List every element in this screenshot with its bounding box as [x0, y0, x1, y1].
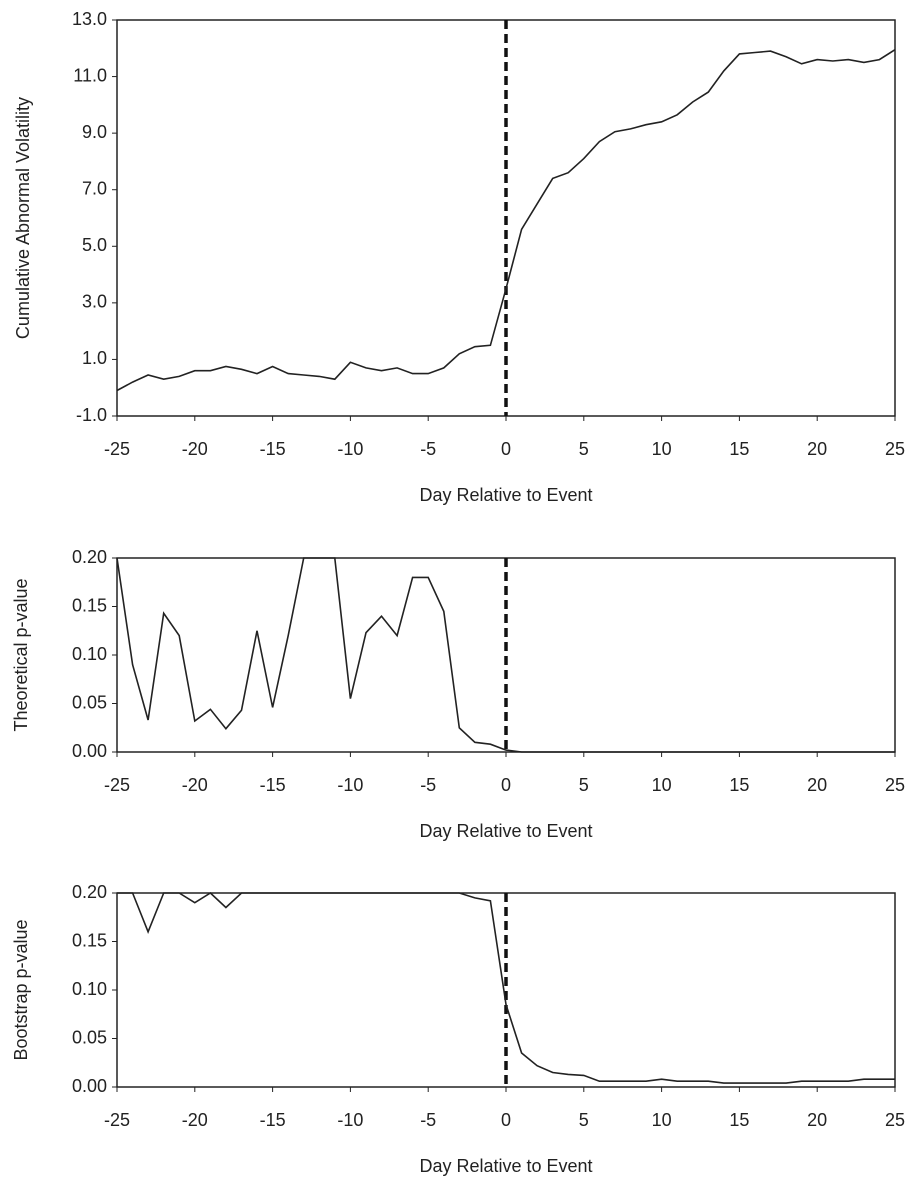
- x-tick-label: 10: [652, 775, 672, 795]
- x-tick-label: -10: [337, 1110, 363, 1130]
- x-tick-label: -25: [104, 439, 130, 459]
- x-tick-label: -20: [182, 1110, 208, 1130]
- x-tick-label: 25: [885, 1110, 905, 1130]
- x-tick-label: 20: [807, 1110, 827, 1130]
- y-tick-label: 11.0: [73, 65, 107, 85]
- y-axis-label: Cumulative Abnormal Volatility: [13, 97, 33, 339]
- x-tick-label: 5: [579, 439, 589, 459]
- x-tick-label: 0: [501, 439, 511, 459]
- x-tick-label: 25: [885, 775, 905, 795]
- x-tick-label: -10: [337, 439, 363, 459]
- data-line: [116, 557, 895, 753]
- y-tick-label: 0.15: [72, 930, 107, 950]
- y-tick-label: 0.15: [72, 595, 107, 615]
- y-tick-label: 7.0: [82, 178, 107, 198]
- y-tick-label: 3.0: [82, 292, 107, 312]
- x-tick-label: -20: [182, 439, 208, 459]
- x-tick-label: -5: [420, 775, 436, 795]
- x-tick-label: 25: [885, 439, 905, 459]
- y-tick-label: 9.0: [82, 122, 107, 142]
- x-tick-label: -10: [337, 775, 363, 795]
- x-tick-label: 10: [652, 1110, 672, 1130]
- y-axis-label: Bootstrap p-value: [11, 919, 31, 1060]
- x-tick-label: -15: [260, 1110, 286, 1130]
- x-tick-label: 0: [501, 775, 511, 795]
- x-tick-label: -5: [420, 439, 436, 459]
- data-line: [117, 891, 895, 1084]
- x-tick-label: -20: [182, 775, 208, 795]
- x-tick-label: -15: [260, 775, 286, 795]
- y-tick-label: 13.0: [72, 9, 107, 29]
- y-axis-label: Theoretical p-value: [11, 578, 31, 731]
- y-tick-label: -1.0: [76, 405, 107, 425]
- x-tick-label: 5: [579, 775, 589, 795]
- y-tick-label: 1.0: [82, 348, 107, 368]
- x-tick-label: -5: [420, 1110, 436, 1130]
- y-tick-label: 0.10: [72, 644, 107, 664]
- y-tick-label: 0.00: [72, 1076, 107, 1096]
- x-tick-label: -25: [104, 1110, 130, 1130]
- x-tick-label: 20: [807, 439, 827, 459]
- x-tick-label: 10: [652, 439, 672, 459]
- y-tick-label: 0.00: [72, 741, 107, 761]
- data-line: [116, 49, 896, 392]
- x-tick-label: -25: [104, 775, 130, 795]
- x-tick-label: 15: [729, 439, 749, 459]
- x-tick-label: 15: [729, 775, 749, 795]
- x-tick-label: -15: [260, 439, 286, 459]
- x-tick-label: 0: [501, 1110, 511, 1130]
- y-tick-label: 0.05: [72, 1027, 107, 1047]
- x-tick-label: 20: [807, 775, 827, 795]
- x-axis-label: Day Relative to Event: [419, 821, 592, 841]
- y-tick-label: 0.20: [72, 882, 107, 902]
- y-tick-label: 0.05: [72, 692, 107, 712]
- y-tick-label: 5.0: [82, 235, 107, 255]
- x-tick-label: 15: [729, 1110, 749, 1130]
- x-axis-label: Day Relative to Event: [419, 1156, 592, 1176]
- x-axis-label: Day Relative to Event: [419, 485, 592, 505]
- y-tick-label: 0.20: [72, 547, 107, 567]
- y-tick-label: 0.10: [72, 979, 107, 999]
- x-tick-label: 5: [579, 1110, 589, 1130]
